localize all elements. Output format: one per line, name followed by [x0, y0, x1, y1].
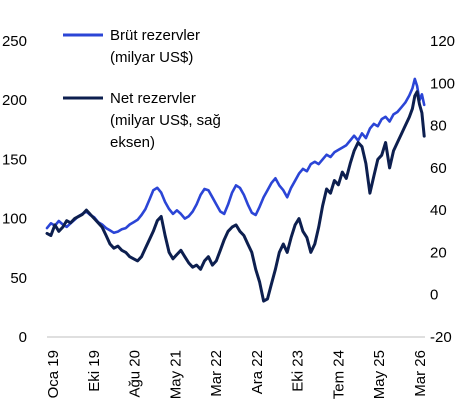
- right-tick-label: 20: [430, 244, 447, 261]
- x-tick-label: Tem 24: [330, 350, 347, 399]
- left-tick-label: 0: [19, 329, 27, 346]
- left-tick-label: 250: [2, 33, 27, 50]
- right-tick-label: -20: [430, 329, 452, 346]
- right-tick-label: 120: [430, 33, 455, 50]
- left-tick-label: 50: [10, 270, 27, 287]
- x-tick-label: Ağu 20: [127, 350, 144, 398]
- x-tick-label: Mar 26: [412, 350, 429, 397]
- left-tick-label: 200: [2, 92, 27, 109]
- x-tick-label: May 21: [167, 350, 184, 399]
- series-layer: [45, 77, 426, 303]
- right-tick-label: 100: [430, 75, 455, 92]
- right-axis: -20 0 20 40 60 80 100 120: [430, 33, 455, 346]
- legend-label-net-line2: (milyar US$, sağ: [110, 112, 221, 129]
- x-tick-label: Mar 22: [208, 350, 225, 397]
- x-tick-label: Eki 19: [86, 350, 103, 392]
- left-axis: 0 50 100 150 200 250: [2, 33, 27, 346]
- x-tick-label: Oca 19: [45, 350, 62, 398]
- right-tick-label: 40: [430, 202, 447, 219]
- left-tick-label: 150: [2, 151, 27, 168]
- legend-label-gross-line1: Brüt rezervler: [110, 27, 200, 44]
- legend-label-net-line1: Net rezervler: [110, 90, 196, 107]
- x-tick-label: May 25: [371, 350, 388, 399]
- right-tick-label: 0: [430, 287, 438, 304]
- left-tick-label: 100: [2, 211, 27, 228]
- series-line-gross-reserves: [45, 77, 426, 235]
- right-tick-label: 80: [430, 118, 447, 135]
- x-tick-label: Ara 22: [249, 350, 266, 394]
- legend-label-gross-line2: (milyar US$): [110, 49, 193, 66]
- legend-label-net-line3: eksen): [110, 134, 155, 151]
- series-line-net-reserves: [45, 90, 426, 303]
- x-tick-label: Eki 23: [290, 350, 307, 392]
- right-tick-label: 60: [430, 160, 447, 177]
- x-axis: Oca 19 Eki 19 Ağu 20 May 21 Mar 22 Ara 22 Eki …: [45, 350, 429, 399]
- legend: Brüt rezervler (milyar US$) Net rezervle…: [63, 27, 221, 151]
